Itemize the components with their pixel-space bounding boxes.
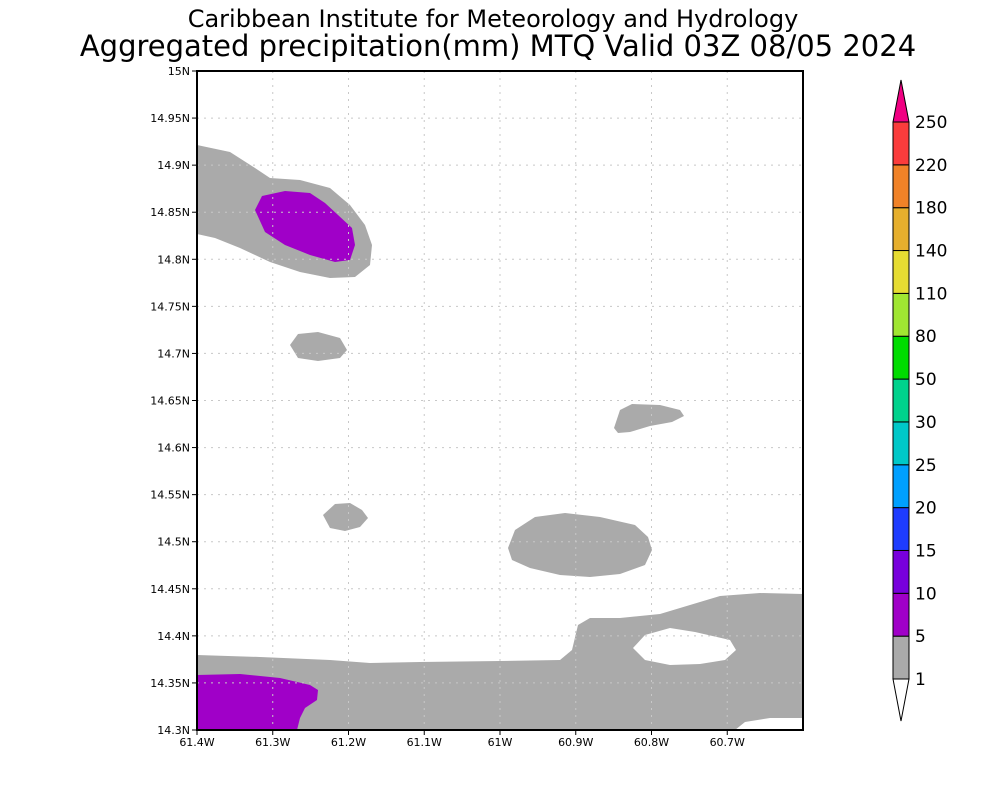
x-axis: 61.4W 61.3W 61.2W 61.1W 61W 60.9W 60.8W 60.7W (179, 730, 745, 749)
x-tick-label: 60.9W (558, 736, 593, 749)
x-tick-label: 61W (488, 736, 513, 749)
colorbar-swatch (892, 250, 910, 294)
precip-region-5to10-north (255, 191, 355, 262)
colorbar-swatch (892, 507, 910, 551)
precip-region-1to5-14-7n (290, 332, 347, 361)
y-tick-label: 14.85N (150, 206, 190, 219)
colorbar-level-label: 5 (915, 627, 926, 647)
y-tick-label: 14.4N (157, 630, 190, 643)
y-tick-label: 14.65N (150, 395, 190, 408)
colorbar-swatch (892, 464, 910, 509)
y-tick-label: 14.3N (157, 724, 190, 737)
colorbar-level-label: 140 (915, 242, 947, 262)
colorbar-level-label: 80 (915, 327, 937, 347)
colorbar-level-label: 10 (915, 584, 937, 604)
x-tick-label: 61.2W (331, 736, 366, 749)
y-tick-label: 14.35N (150, 677, 190, 690)
y-tick-label: 14.9N (157, 159, 190, 172)
y-tick-label: 14.55N (150, 489, 190, 502)
y-tick-label: 15N (168, 65, 190, 78)
colorbar-level-label: 180 (915, 199, 947, 219)
colorbar-level-label: 1 (915, 670, 926, 690)
colorbar-level-label: 50 (915, 370, 937, 390)
colorbar-swatch (892, 592, 910, 637)
colorbar-swatch (892, 378, 910, 423)
precip-region-1to5-14-63n (614, 404, 684, 433)
colorbar-level-label: 30 (915, 413, 937, 433)
chart-subtitle: Aggregated precipitation(mm) MTQ Valid 0… (80, 29, 916, 63)
colorbar-swatch (892, 335, 910, 380)
y-tick-label: 14.6N (157, 442, 190, 455)
y-tick-label: 14.45N (150, 583, 190, 596)
chart-title: Caribbean Institute for Meteorology and … (188, 5, 799, 33)
colorbar-swatch (892, 421, 910, 466)
colorbar-level-label: 220 (915, 156, 947, 176)
colorbar-swatch (892, 635, 910, 680)
colorbar-swatch (892, 549, 910, 594)
plot-area: 61.4W 61.3W 61.2W 61.1W 61W 60.9W 60.8W 60.7W 1… (150, 65, 804, 749)
colorbar-level-label: 20 (915, 499, 937, 519)
colorbar-over-triangle (892, 79, 910, 123)
colorbar-swatch (892, 292, 910, 337)
colorbar-under-triangle (892, 678, 910, 722)
y-tick-label: 14.7N (157, 347, 190, 360)
colorbar-level-label: 110 (915, 284, 947, 304)
y-axis: 14.3N 14.35N 14.4N 14.45N 14.5N 14.55N 14.6N 14… (150, 65, 197, 737)
colorbar-level-label: 250 (915, 113, 947, 133)
colorbar-level-label: 15 (915, 541, 937, 561)
precip-region-5to10-south (197, 674, 318, 730)
colorbar-swatch (892, 121, 910, 166)
precip-region-1to5-14-5n (508, 513, 652, 577)
colorbar-swatch (892, 207, 910, 252)
x-tick-label: 61.1W (407, 736, 442, 749)
precip-region-1to5-14-52n (323, 503, 368, 531)
x-tick-label: 60.7W (710, 736, 745, 749)
x-tick-label: 61.4W (179, 736, 214, 749)
colorbar-level-label: 25 (915, 456, 937, 476)
x-tick-label: 61.3W (255, 736, 290, 749)
grid-lines (197, 71, 803, 730)
y-tick-label: 14.8N (157, 253, 190, 266)
colorbar-swatch (892, 164, 910, 209)
y-tick-label: 14.75N (150, 300, 190, 313)
y-tick-label: 14.5N (157, 536, 190, 549)
y-tick-label: 14.95N (150, 112, 190, 125)
x-tick-label: 60.8W (634, 736, 669, 749)
